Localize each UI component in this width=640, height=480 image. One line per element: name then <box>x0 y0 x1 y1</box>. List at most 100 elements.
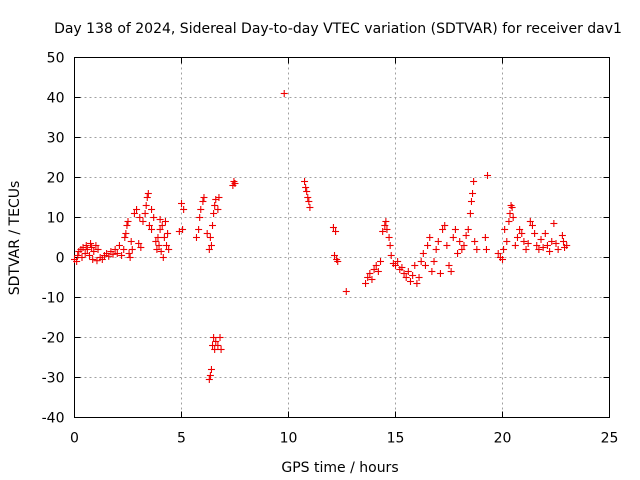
data-point <box>128 246 136 253</box>
data-point <box>136 214 144 221</box>
data-point <box>508 204 516 211</box>
data-point <box>520 238 528 245</box>
data-point <box>499 256 506 263</box>
data-point <box>78 254 86 261</box>
data-point <box>156 216 164 223</box>
data-point <box>205 246 213 253</box>
data-point <box>398 264 406 271</box>
data-point <box>331 252 339 259</box>
chart-title: Day 138 of 2024, Sidereal Day-to-day VTE… <box>54 21 622 37</box>
data-point <box>362 280 370 287</box>
data-point <box>449 234 457 241</box>
data-point <box>543 242 551 249</box>
data-point <box>387 252 395 259</box>
data-point <box>115 242 123 249</box>
x-axis-title: GPS time / hours <box>281 460 398 476</box>
data-point <box>377 258 385 265</box>
y-tick-label: 50 <box>47 51 65 67</box>
data-point <box>424 242 432 249</box>
data-point <box>205 376 213 383</box>
data-point <box>494 250 502 257</box>
data-point <box>535 246 543 253</box>
data-point <box>381 222 389 229</box>
data-point <box>374 268 382 275</box>
data-point <box>554 246 562 253</box>
data-point <box>302 184 310 191</box>
data-point <box>123 222 131 229</box>
data-point <box>145 222 153 229</box>
data-point <box>82 242 90 249</box>
data-point <box>370 266 378 273</box>
data-point <box>192 234 200 241</box>
data-point <box>462 232 470 239</box>
data-point <box>122 230 130 237</box>
data-point <box>386 242 394 249</box>
data-point <box>90 248 98 255</box>
data-point <box>533 242 541 249</box>
data-point <box>456 238 464 245</box>
data-point <box>179 226 187 233</box>
x-tick-label: 20 <box>494 431 512 447</box>
data-point <box>342 288 350 295</box>
data-point <box>439 226 447 233</box>
data-point <box>404 268 412 275</box>
data-point <box>217 346 225 353</box>
data-point <box>428 268 436 275</box>
data-point <box>524 240 532 247</box>
data-point <box>156 226 164 233</box>
data-point <box>522 246 530 253</box>
data-point <box>406 278 414 285</box>
data-point <box>121 234 129 241</box>
data-point <box>402 274 410 281</box>
data-point <box>548 238 556 245</box>
y-tick-label: -30 <box>42 371 65 387</box>
data-point <box>207 242 215 249</box>
data-point <box>109 250 117 258</box>
data-point <box>441 222 449 229</box>
data-point <box>458 246 466 253</box>
y-tick-labels: -40 -30 -20 -10 0 10 20 30 40 50 <box>42 51 65 427</box>
data-point <box>135 240 143 247</box>
y-tick-label: 10 <box>47 211 65 227</box>
data-point <box>211 346 219 353</box>
data-point <box>471 238 479 245</box>
y-tick-label: 40 <box>47 91 65 107</box>
data-point <box>215 194 223 201</box>
data-point <box>392 262 399 269</box>
x-tick-label: 15 <box>387 431 405 447</box>
y-tick-label: 0 <box>56 251 65 267</box>
data-point <box>467 198 475 205</box>
data-point <box>160 234 168 241</box>
data-point <box>143 194 151 201</box>
data-point <box>443 242 451 249</box>
data-point <box>430 258 438 265</box>
data-point <box>142 202 150 209</box>
data-point <box>531 230 539 237</box>
data-point <box>434 238 442 245</box>
data-point <box>88 244 96 251</box>
data-point <box>118 252 126 259</box>
data-point <box>417 258 425 265</box>
data-point <box>180 206 188 213</box>
data-point <box>93 257 101 265</box>
data-point <box>394 258 402 265</box>
data-point <box>92 242 100 249</box>
data-point <box>303 188 311 195</box>
data-point <box>503 238 511 245</box>
x-tick-label: 0 <box>70 431 79 447</box>
data-point <box>366 270 374 277</box>
data-point <box>210 210 218 217</box>
data-point <box>518 230 526 237</box>
data-point <box>421 262 429 269</box>
data-point <box>511 242 519 249</box>
plot-frame <box>74 57 610 418</box>
data-point <box>501 226 509 233</box>
data-point <box>148 206 156 213</box>
data-point <box>364 274 372 281</box>
data-point <box>105 252 113 260</box>
x-tick-label: 5 <box>177 431 186 447</box>
data-point <box>436 270 444 277</box>
data-point <box>528 222 536 229</box>
data-point <box>137 244 145 251</box>
data-point <box>432 246 440 253</box>
